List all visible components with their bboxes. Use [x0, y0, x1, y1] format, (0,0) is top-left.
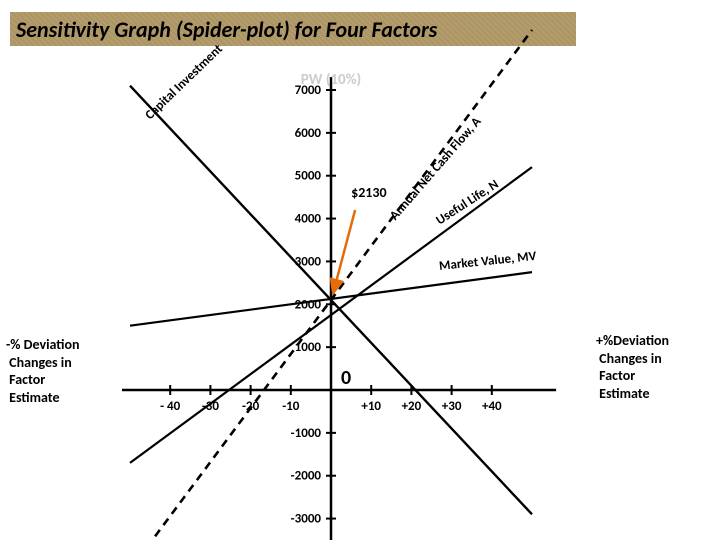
series-label: Useful Life, N	[434, 177, 502, 228]
series-label: Capital Investment	[142, 41, 226, 122]
y-tick-label: 5000	[295, 169, 322, 184]
y-tick-label: 2000	[295, 297, 322, 312]
y-axis-title: PW (10%)	[301, 71, 361, 89]
y-tick-label: -3000	[291, 512, 322, 527]
spider-plot: -4000-3000-2000-100010002000300040005000…	[0, 0, 720, 540]
x-tick-label: -10	[282, 399, 300, 414]
x-tick-label: +10	[361, 399, 381, 414]
annotation-text: $2130	[351, 184, 386, 201]
x-tick-label: +30	[442, 399, 462, 414]
series-label: Market Value, MV	[438, 249, 537, 274]
origin-zero-label: 0	[341, 366, 351, 390]
x-tick-label: +40	[482, 399, 502, 414]
annotation-arrow	[333, 210, 355, 294]
x-tick-label: +20	[402, 399, 422, 414]
y-tick-label: 6000	[295, 126, 322, 141]
y-tick-label: -1000	[291, 426, 322, 441]
y-tick-label: 4000	[295, 212, 322, 227]
x-tick-label: - 40	[160, 399, 181, 414]
y-tick-label: -2000	[291, 469, 322, 484]
x-tick-label: -30	[202, 399, 220, 414]
